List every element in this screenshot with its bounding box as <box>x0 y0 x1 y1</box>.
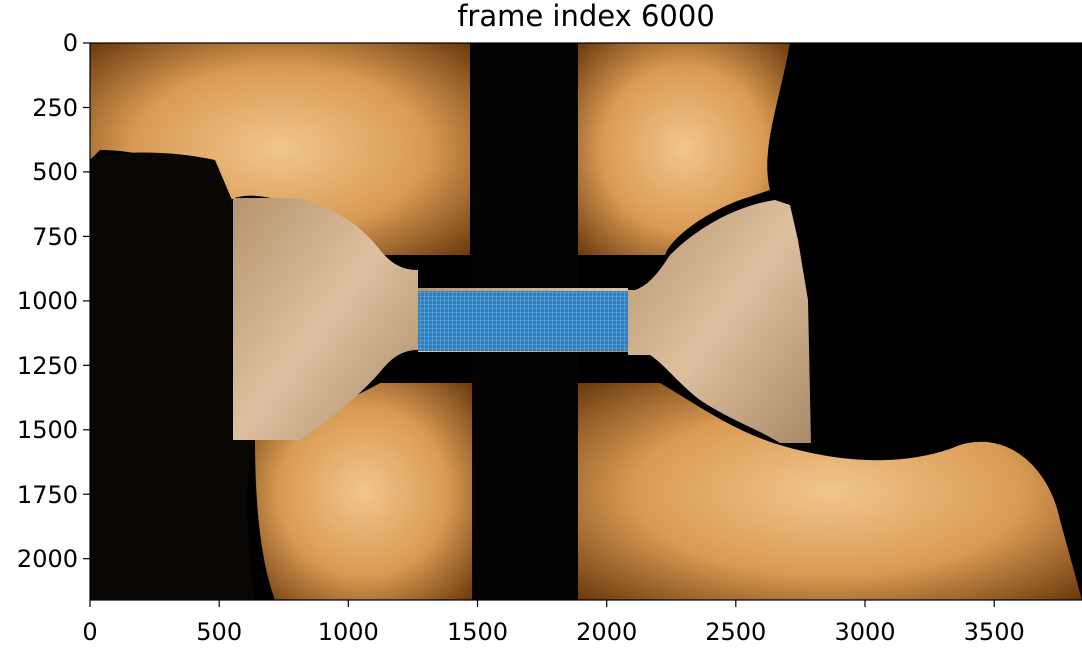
upper-right-grip <box>578 43 790 255</box>
figure-title: frame index 6000 <box>457 0 715 33</box>
x-axis: 0 500 1000 1500 2000 2500 3000 3500 <box>82 600 1025 646</box>
y-tick-label: 1500 <box>17 416 78 444</box>
x-tick-label: 2500 <box>705 618 766 646</box>
upper-left-grip <box>90 43 470 255</box>
axes-frame <box>89 42 1082 601</box>
x-tick-label: 3000 <box>834 618 895 646</box>
y-tick-label: 0 <box>63 29 78 57</box>
x-tick-label: 2000 <box>576 618 637 646</box>
lower-right-grip <box>578 383 1082 600</box>
left-shadow-edge <box>90 152 255 600</box>
lower-left-grip <box>255 383 472 600</box>
specimen-photo <box>90 43 1082 600</box>
x-tick-label: 1500 <box>447 618 508 646</box>
dog-bone-specimen <box>233 198 418 440</box>
dic-grid-overlay <box>418 291 628 351</box>
x-tick-label: 3500 <box>964 618 1025 646</box>
y-tick-label: 2000 <box>17 545 78 573</box>
y-tick-label: 1750 <box>17 481 78 509</box>
y-tick-label: 1000 <box>17 287 78 315</box>
x-tick-label: 500 <box>196 618 242 646</box>
y-tick-label: 750 <box>32 223 78 251</box>
x-tick-label: 1000 <box>318 618 379 646</box>
y-tick-label: 1250 <box>17 352 78 380</box>
y-tick-label: 500 <box>32 158 78 186</box>
y-axis: 0 250 500 750 1000 1250 1500 1750 2000 <box>17 29 90 573</box>
x-tick-label: 0 <box>82 618 97 646</box>
y-tick-label: 250 <box>32 94 78 122</box>
